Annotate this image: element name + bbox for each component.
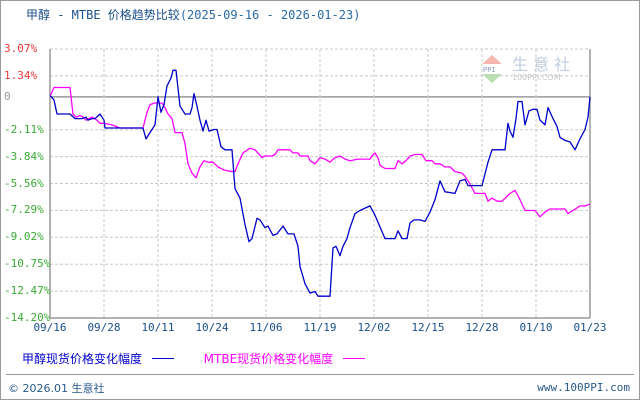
y-tick-label: -9.02% <box>4 230 44 244</box>
x-tick-label: 11/19 <box>303 321 337 334</box>
x-tick-label: 01/10 <box>519 321 553 334</box>
series-line <box>49 69 591 297</box>
y-tick-label: -2.11% <box>4 122 44 136</box>
legend: 甲醇现货价格变化幅度 MTBE现货价格变化幅度 <box>22 350 365 367</box>
y-tick-label: 1.34% <box>4 68 38 82</box>
x-tick-label: 09/28 <box>87 321 121 334</box>
x-tick-label: 12/02 <box>357 321 391 334</box>
series-line <box>49 86 591 218</box>
y-tick-label: -7.29% <box>4 203 44 217</box>
y-tick-label: 3.07% <box>4 42 38 55</box>
x-tick-label: 12/15 <box>411 321 445 334</box>
legend-methanol-label: 甲醇现货价格变化幅度 <box>22 352 143 366</box>
legend-mtbe-label: MTBE现货价格变化幅度 <box>203 352 334 366</box>
svg-text:100PPI.COM: 100PPI.COM <box>512 73 561 82</box>
legend-methanol-swatch <box>151 358 174 359</box>
x-tick-label: 10/11 <box>141 321 175 334</box>
y-tick-label: -14.20% <box>4 311 51 324</box>
y-tick-label: -10.75% <box>4 257 51 271</box>
x-tick-label: 01/23 <box>573 321 607 334</box>
x-tick-label: 10/24 <box>195 321 229 334</box>
svg-text:PPI: PPI <box>483 66 496 74</box>
y-tick-label: -3.84% <box>4 149 44 163</box>
footer-site-link[interactable]: www.100PPI.com <box>537 381 630 394</box>
title-date-range: (2025-09-16 - 2026-01-23) <box>179 8 361 22</box>
chart-title: 甲醇 - MTBE 价格趋势比较(2025-09-16 - 2026-01-23… <box>26 6 360 23</box>
y-tick-label: -5.56% <box>4 176 44 190</box>
title-text: 甲醇 - MTBE 价格趋势比较 <box>26 8 180 22</box>
legend-mtbe-swatch <box>343 358 365 359</box>
watermark-name: 生 意 社 <box>512 55 570 74</box>
y-tick-label: -12.47% <box>4 284 51 298</box>
x-tick-label: 09/16 <box>33 321 67 334</box>
x-tick-label: 11/06 <box>249 321 283 334</box>
y-tick-label: 0 <box>4 89 11 103</box>
footer-copyright: © 2026.01 生意社 <box>8 382 105 395</box>
footer-divider <box>6 374 634 375</box>
x-tick-label: 12/28 <box>465 321 499 334</box>
